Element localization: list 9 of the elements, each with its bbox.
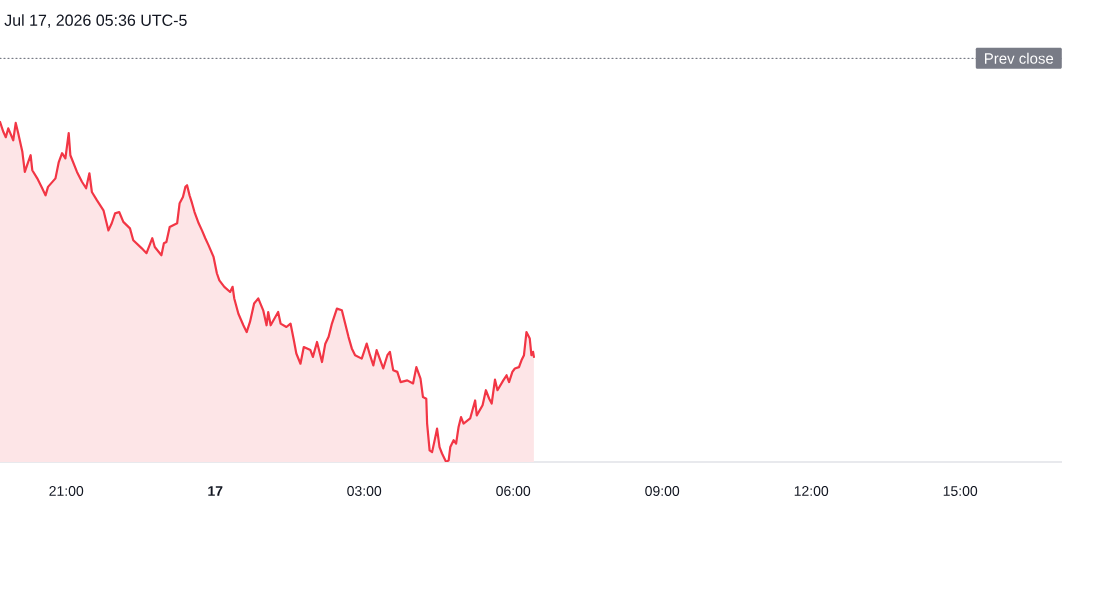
x-tick-label: 03:00 xyxy=(347,486,382,496)
x-tick-label: 06:00 xyxy=(496,486,531,496)
x-tick-label: 15:00 xyxy=(943,486,978,496)
x-tick-label: 12:00 xyxy=(794,486,829,496)
x-tick-label: 09:00 xyxy=(645,486,680,496)
x-tick-label: 17 xyxy=(208,486,223,496)
ref-line-label: Prev close xyxy=(985,52,1054,64)
text: Jul 17, 2026 05:36 UTC-5 xyxy=(4,14,187,28)
x-tick-label: 21:00 xyxy=(49,486,84,496)
